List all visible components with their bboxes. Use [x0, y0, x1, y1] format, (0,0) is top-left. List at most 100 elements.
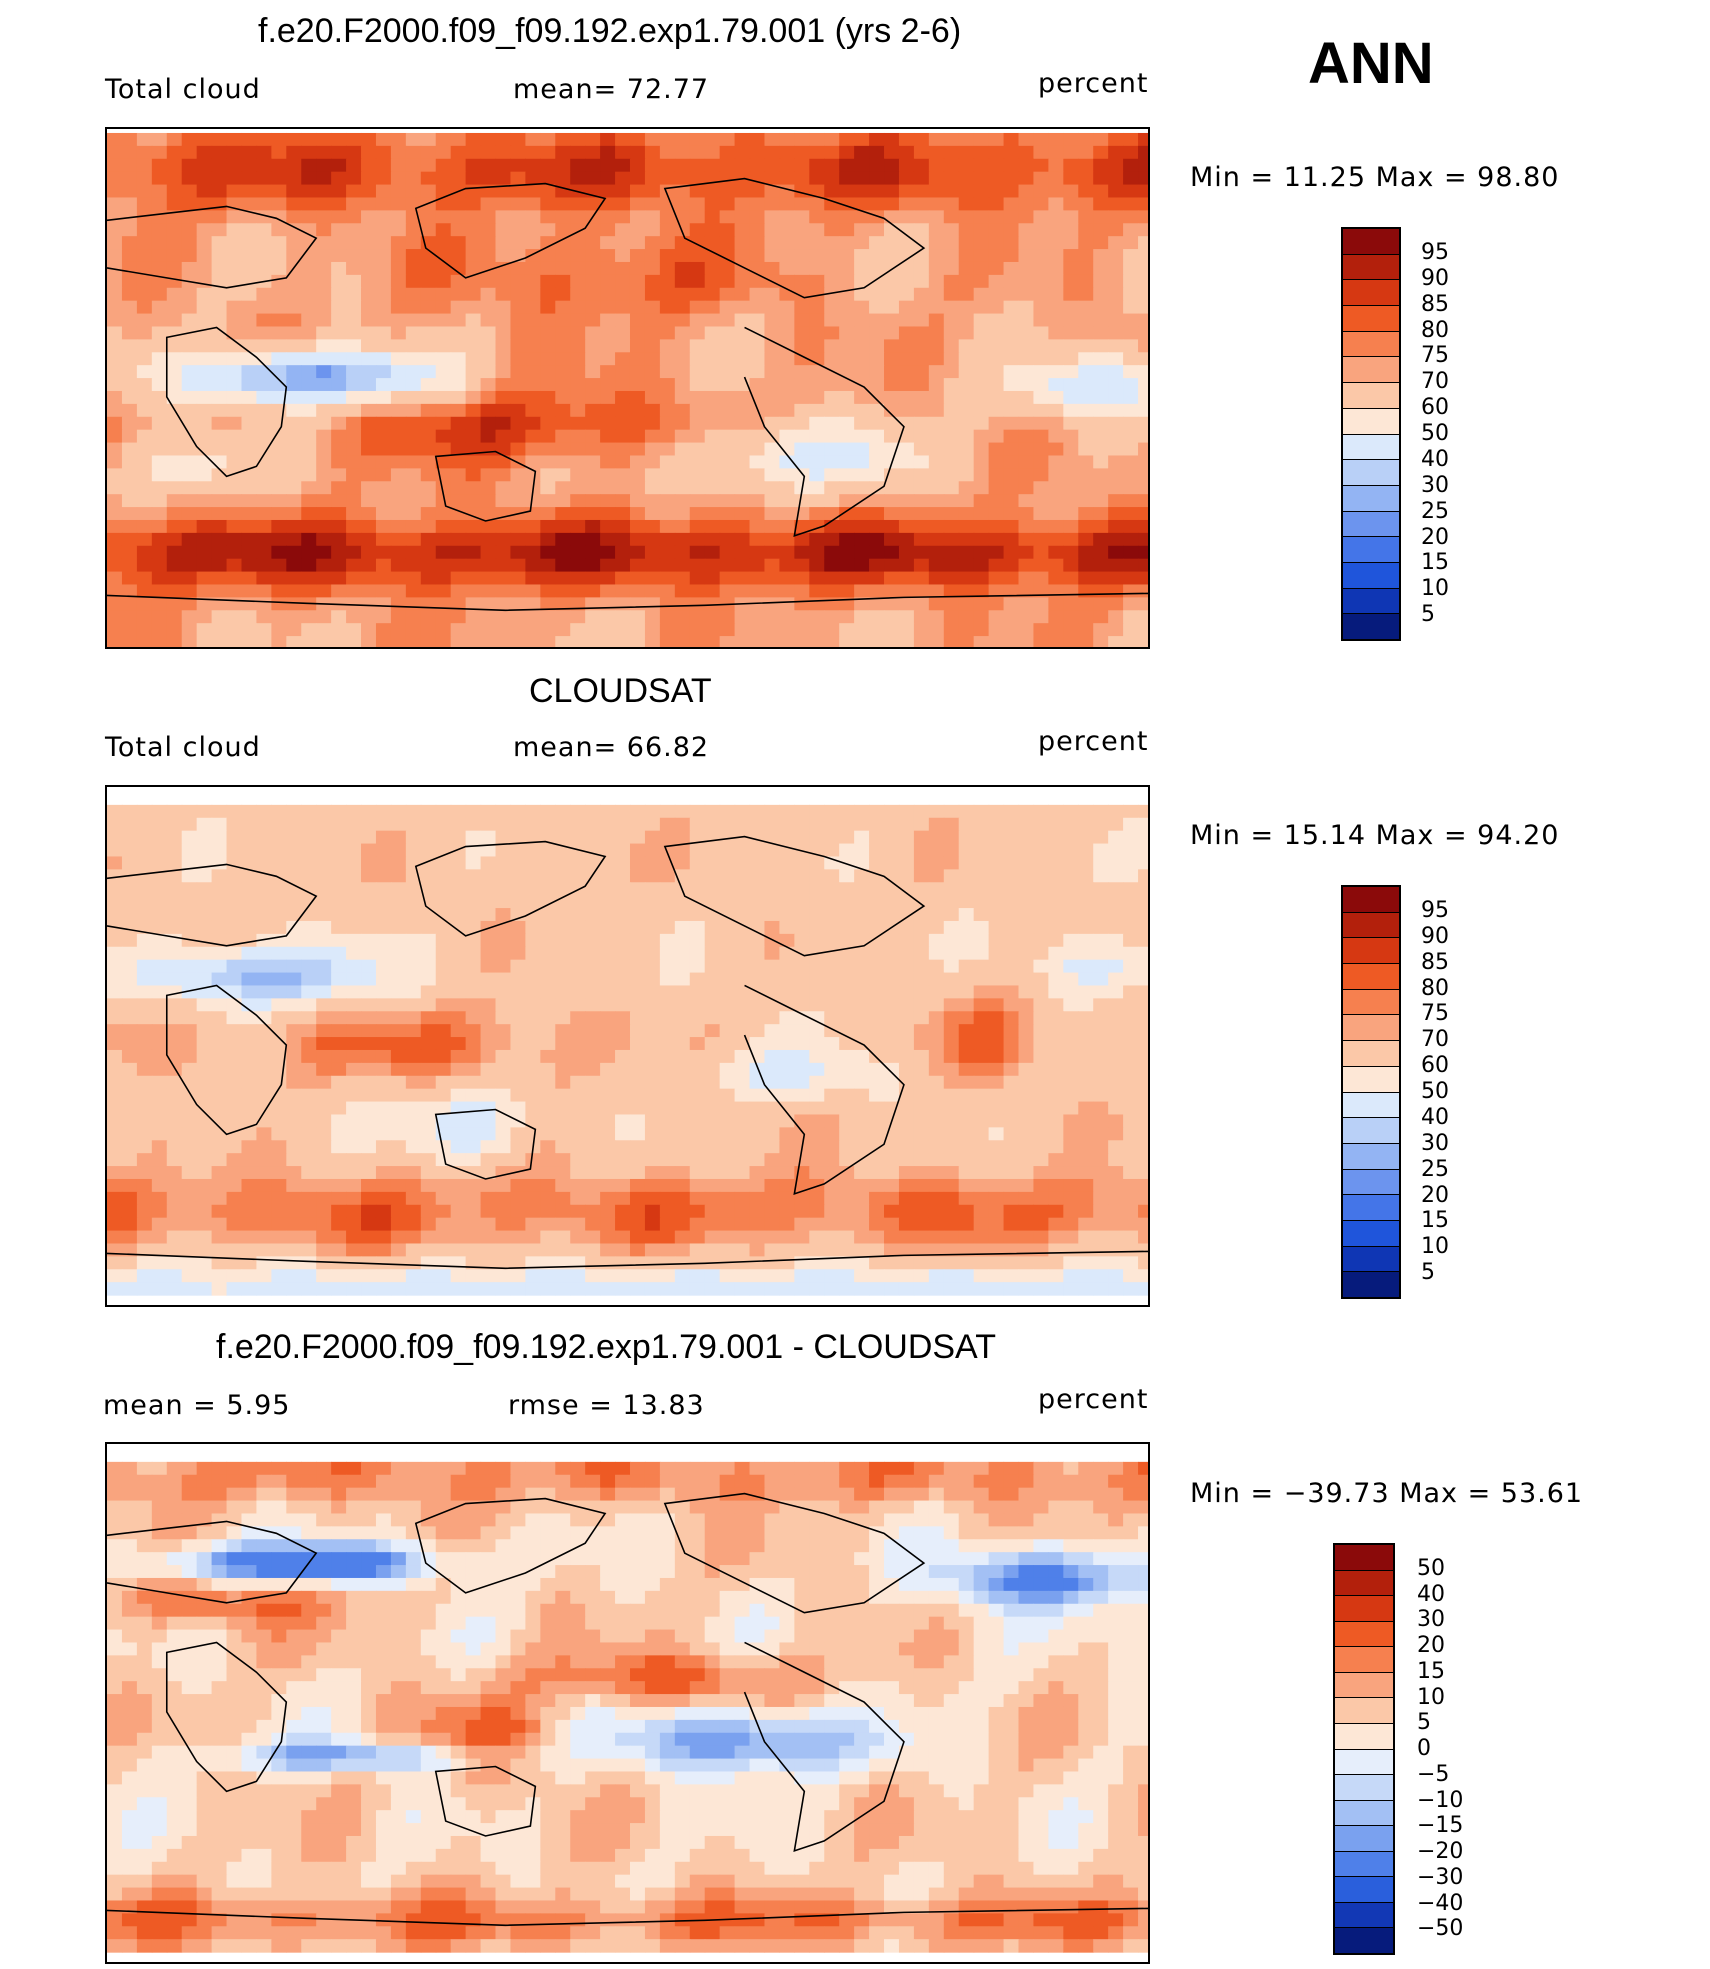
field-cell — [1003, 184, 1020, 199]
field-cell — [809, 1166, 825, 1180]
field-cell — [1093, 623, 1109, 637]
field-cell — [361, 223, 377, 237]
field-cell — [1033, 326, 1049, 340]
field-cell — [1108, 223, 1124, 237]
field-cell — [824, 365, 840, 379]
field-cell — [121, 145, 138, 160]
field-cell — [1123, 843, 1139, 858]
field-cell — [689, 972, 706, 987]
field-cell — [898, 908, 915, 922]
field-cell — [973, 998, 990, 1012]
field-cell — [659, 1024, 676, 1038]
field-cell — [256, 972, 272, 987]
field-cell — [854, 1049, 870, 1064]
field-cell — [375, 1075, 392, 1090]
field-cell — [600, 261, 616, 276]
field-cell — [764, 972, 781, 987]
field-cell — [943, 197, 960, 211]
field-cell — [495, 882, 512, 896]
field-cell — [361, 817, 377, 832]
field-cell — [854, 946, 870, 961]
field-cell — [375, 856, 392, 870]
field-cell — [1018, 249, 1035, 263]
field-cell — [256, 300, 272, 315]
field-cell — [465, 171, 482, 186]
field-cell — [256, 390, 272, 405]
field-cell — [1108, 1049, 1124, 1064]
field-cell — [540, 856, 556, 870]
field-cell — [555, 972, 571, 987]
field-cell — [704, 416, 721, 431]
field-cell — [510, 623, 526, 637]
field-cell — [644, 326, 661, 340]
field-cell — [854, 584, 870, 598]
field-cell — [211, 481, 228, 495]
field-cell — [301, 972, 317, 987]
field-cell — [540, 300, 556, 315]
field-cell — [540, 895, 556, 909]
field-cell — [1063, 223, 1079, 237]
field-cell — [898, 830, 915, 845]
field-cell — [764, 985, 781, 999]
field-cell — [973, 1166, 990, 1180]
field-cell — [839, 429, 855, 444]
field-cell — [346, 584, 362, 598]
field-cell — [704, 571, 721, 586]
field-cell — [420, 274, 437, 289]
field-cell — [898, 895, 915, 909]
field-cell — [615, 1191, 631, 1206]
field-cell — [913, 378, 930, 392]
field-cell — [1078, 249, 1094, 263]
field-cell — [271, 145, 287, 160]
field-cell — [674, 571, 691, 586]
field-cell — [405, 261, 422, 276]
field-cell — [719, 210, 736, 224]
field-cell — [689, 326, 706, 340]
field-cell — [958, 390, 975, 405]
field-cell — [958, 507, 975, 521]
field-cell — [689, 1088, 706, 1103]
field-cell — [809, 532, 825, 547]
field-cell — [854, 274, 870, 289]
field-cell — [271, 1101, 287, 1116]
field-cell — [181, 584, 198, 598]
field-cell — [555, 287, 571, 302]
field-cell — [465, 908, 482, 922]
field-cell — [898, 1062, 915, 1077]
field-cell — [1078, 352, 1094, 366]
field-cell — [988, 236, 1005, 250]
field-cell — [1138, 519, 1148, 534]
field-cell — [450, 197, 467, 211]
field-cell — [256, 468, 272, 482]
season-label: ANN — [1308, 31, 1434, 96]
field-cell — [1063, 481, 1079, 495]
field-cell — [928, 339, 945, 353]
field-cell — [1078, 339, 1094, 353]
colorbar-swatch — [1343, 511, 1399, 538]
field-cell — [615, 132, 631, 147]
field-cell — [674, 455, 691, 469]
field-cell — [316, 429, 332, 444]
field-cell — [375, 274, 392, 289]
field-cell — [629, 636, 646, 647]
field-cell — [600, 869, 616, 883]
field-cell — [1063, 623, 1079, 637]
field-cell — [166, 158, 183, 173]
field-cell — [1003, 236, 1020, 250]
field-cell — [958, 895, 975, 909]
field-cell — [435, 481, 452, 495]
field-cell — [1138, 300, 1148, 315]
field-cell — [928, 610, 945, 624]
field-cell — [615, 300, 631, 315]
field-cell — [1138, 249, 1148, 263]
field-cell — [107, 623, 123, 637]
field-cell — [121, 882, 138, 896]
field-cell — [525, 882, 541, 896]
field-cell — [824, 1075, 840, 1090]
field-cell — [824, 339, 840, 353]
field-cell — [913, 946, 930, 961]
field-cell — [241, 1062, 258, 1077]
field-cell — [570, 817, 586, 832]
field-cell — [1123, 856, 1139, 870]
field-cell — [1123, 1114, 1139, 1128]
